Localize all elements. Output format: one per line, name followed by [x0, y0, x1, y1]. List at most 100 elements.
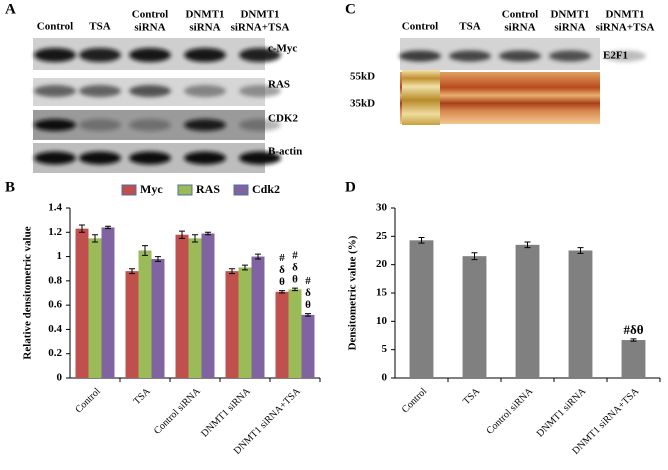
- lane-label: Control: [37, 21, 73, 33]
- panel-label: A: [5, 1, 16, 17]
- lane-label: DNMT1: [605, 9, 644, 21]
- error-bar: [192, 234, 198, 243]
- error-bar: [242, 264, 248, 271]
- y-tick-label: 30: [376, 202, 388, 214]
- y-tick-label: 1.4: [48, 202, 62, 214]
- row-label: CDK2: [268, 113, 298, 125]
- error-bar: [524, 241, 531, 249]
- annotation: δ: [292, 262, 298, 274]
- y-tick-label: 1.2: [48, 226, 62, 238]
- bar: [515, 244, 540, 378]
- blot-band: [239, 85, 281, 97]
- error-bar: [205, 231, 211, 236]
- blot-band: [79, 151, 121, 165]
- marker-label: 55kD: [350, 71, 375, 83]
- blot-band: [34, 85, 76, 97]
- y-tick-label: 0.6: [48, 299, 62, 311]
- x-tick-label: Control: [73, 386, 103, 416]
- y-tick-label: 1: [57, 250, 63, 262]
- panel-label: D: [345, 179, 356, 195]
- x-tick-label: Control siRNA: [152, 385, 203, 436]
- y-tick-label: 0: [57, 372, 63, 384]
- legend-label: Myc: [140, 182, 163, 196]
- x-tick-label: DNMT1 siRNA: [535, 385, 589, 439]
- bar: [301, 314, 315, 378]
- blot-band: [79, 85, 121, 97]
- bar: [462, 256, 487, 378]
- error-bar: [105, 225, 111, 230]
- y-axis-label: Relative densitometric value: [22, 226, 34, 359]
- legend-swatch: [177, 184, 193, 196]
- bar: [88, 238, 102, 378]
- bar: [621, 340, 646, 378]
- annotation: δ: [279, 264, 285, 276]
- bar: [238, 267, 252, 378]
- y-axis-label: Densitometric value (%): [347, 235, 359, 350]
- blot-band: [129, 151, 171, 165]
- marker-label: 35kD: [350, 98, 375, 110]
- y-tick-label: 0.8: [48, 274, 62, 286]
- legend-swatch: [121, 184, 137, 196]
- error-bar: [129, 268, 135, 275]
- marker-ladder: [402, 70, 440, 125]
- lane-label: siRNA: [504, 22, 535, 34]
- y-tick-label: 0.4: [48, 323, 62, 335]
- blot-band: [129, 119, 171, 131]
- error-bar: [471, 252, 478, 261]
- bar: [275, 291, 289, 378]
- lane-label: siRNA: [189, 22, 220, 34]
- lane-label: DNMT1: [185, 9, 224, 21]
- error-bar: [92, 234, 98, 243]
- blot-band: [499, 50, 541, 62]
- annotation: θ: [292, 274, 298, 286]
- annotation: #: [292, 250, 298, 262]
- bar: [288, 289, 302, 378]
- blot-band: [79, 48, 121, 62]
- legend-label: RAS: [196, 182, 220, 196]
- blot-band: [184, 151, 226, 165]
- bar: [188, 238, 202, 378]
- error-bar: [142, 245, 148, 256]
- lane-label: DNMT1: [550, 9, 589, 21]
- lane-label: DNMT1: [240, 9, 279, 21]
- lane-label: Control: [132, 9, 168, 21]
- lane-label: siRNA+TSA: [596, 22, 655, 34]
- bar: [75, 228, 89, 378]
- legend-label: Cdk2: [252, 182, 280, 196]
- error-bar: [305, 313, 311, 317]
- lane-label: siRNA: [134, 22, 165, 34]
- bar: [138, 250, 152, 378]
- blot-band: [184, 48, 226, 62]
- error-bar: [292, 287, 298, 292]
- bar: [125, 271, 139, 378]
- annotation: #: [279, 252, 285, 264]
- x-tick-label: TSA: [461, 385, 483, 407]
- error-bar: [279, 290, 285, 294]
- blot-band: [239, 48, 281, 62]
- y-tick-label: 25: [376, 230, 388, 242]
- x-tick-label: Control siRNA: [484, 385, 535, 436]
- error-bar: [229, 268, 235, 275]
- blot-band: [239, 119, 281, 131]
- blot-band: [129, 85, 171, 97]
- blot-band: [239, 151, 281, 165]
- error-bar: [79, 224, 85, 233]
- lane-label: Control: [502, 9, 538, 21]
- blot-band: [449, 50, 491, 62]
- blot-band: [549, 50, 591, 62]
- blot-band: [79, 119, 121, 131]
- bar: [225, 271, 239, 378]
- x-tick-label: TSA: [132, 385, 154, 407]
- annotation: #δθ: [623, 322, 643, 337]
- bar: [409, 240, 434, 378]
- blot-band: [34, 119, 76, 131]
- lane-label: TSA: [459, 21, 480, 33]
- y-tick-label: 10: [376, 315, 388, 327]
- blot-band: [184, 119, 226, 131]
- row-label: B-actin: [268, 146, 302, 158]
- panel-label: B: [5, 179, 15, 195]
- row-label: c-Myc: [268, 43, 297, 55]
- bar: [201, 233, 215, 378]
- annotation: δ: [305, 287, 311, 299]
- error-bar: [418, 236, 425, 244]
